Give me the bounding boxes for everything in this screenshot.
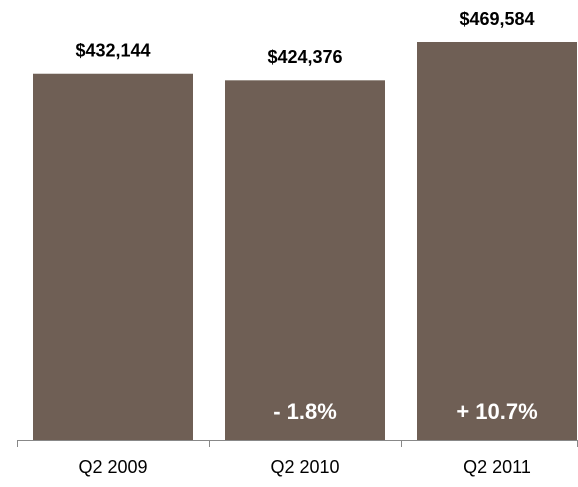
value-label: $432,144: [75, 40, 150, 60]
bar: [33, 73, 193, 440]
x-tick-label: Q2 2011: [463, 457, 531, 477]
value-label: $424,376: [267, 47, 342, 67]
x-tick-label: Q2 2010: [270, 457, 339, 477]
change-label: - 1.8%: [273, 399, 337, 424]
bar: [417, 42, 577, 440]
bar: [225, 80, 385, 440]
value-label: $469,584: [459, 9, 534, 29]
x-tick-label: Q2 2009: [78, 457, 147, 477]
change-label: + 10.7%: [456, 399, 537, 424]
